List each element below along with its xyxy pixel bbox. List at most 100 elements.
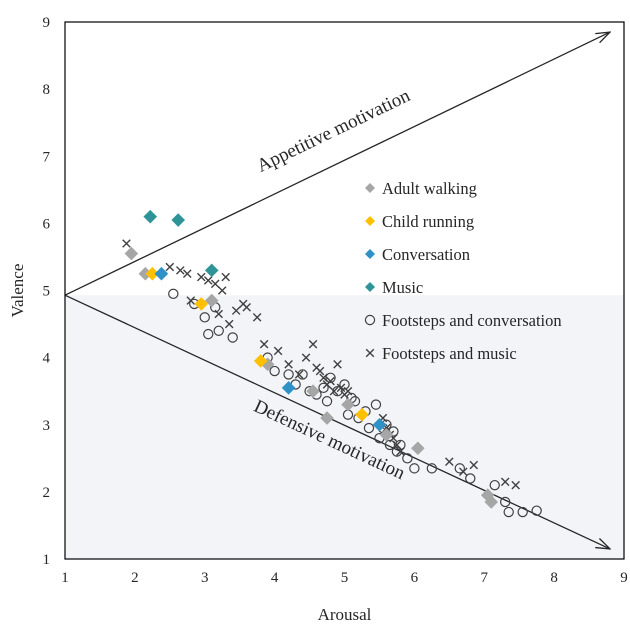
data-point [175, 266, 185, 275]
data-point [341, 397, 355, 412]
y-axis-ticks: 1 2 3 4 5 6 7 8 9 [43, 15, 51, 568]
data-point [124, 246, 139, 261]
data-point [145, 266, 160, 281]
data-point [480, 488, 495, 503]
data-point [171, 213, 185, 227]
data-point [321, 396, 333, 407]
legend-marker [365, 249, 375, 259]
x-tick-label: 3 [201, 570, 209, 586]
x-tick-label: 9 [620, 570, 628, 586]
data-point [396, 447, 405, 456]
data-point [319, 373, 328, 383]
data-point [503, 506, 514, 518]
data-point [297, 369, 308, 380]
x-tick-label: 4 [271, 570, 279, 586]
data-point [138, 266, 153, 281]
y-tick-label: 5 [43, 284, 51, 300]
series-adult-walking [124, 246, 499, 509]
data-point [411, 441, 425, 456]
data-points [122, 209, 542, 518]
x-tick-label: 8 [550, 570, 558, 586]
y-tick-label: 2 [43, 485, 51, 501]
data-point [329, 386, 339, 396]
data-point [204, 263, 219, 278]
legend-marker [364, 314, 376, 326]
data-point [372, 417, 387, 432]
arrow-defensive [64, 294, 610, 549]
legend-label: Adult walking [382, 179, 477, 198]
y-tick-label: 3 [43, 418, 51, 434]
data-point [370, 399, 382, 410]
data-point [154, 266, 169, 281]
legend-marker [365, 216, 375, 226]
data-point [284, 360, 293, 369]
data-point [500, 496, 511, 508]
legend-item: Music [365, 278, 423, 297]
data-point [273, 346, 283, 356]
data-point [217, 286, 227, 295]
arrow-appetitive [64, 32, 610, 296]
data-point [336, 383, 346, 393]
data-point [308, 339, 318, 349]
legend-label: Footsteps and music [382, 344, 517, 363]
x-axis-ticks: 1 2 3 4 5 6 7 8 9 [61, 570, 628, 586]
data-point [210, 279, 220, 289]
legend-item: Conversation [365, 245, 470, 264]
x-tick-label: 7 [481, 570, 489, 586]
legend: Adult walking Child running Conversation Mu… [364, 179, 562, 363]
data-point [326, 376, 335, 386]
legend-marker [365, 183, 375, 193]
data-point [315, 366, 325, 376]
data-point [203, 276, 213, 285]
y-tick-label: 4 [43, 351, 51, 367]
data-point [227, 332, 238, 343]
legend-marker [365, 348, 375, 358]
data-point [355, 407, 369, 422]
data-point [194, 297, 209, 311]
data-point [196, 272, 206, 282]
legend-item: Footsteps and conversation [364, 311, 562, 330]
legend-label: Music [382, 278, 423, 297]
motivation-arrows [64, 32, 610, 549]
data-point [517, 506, 528, 518]
data-point [531, 505, 542, 516]
data-point [500, 477, 510, 487]
data-point [392, 440, 402, 450]
data-point [203, 328, 214, 340]
data-point [283, 369, 294, 380]
data-point [384, 439, 396, 451]
data-point [454, 463, 465, 474]
y-axis-title: Valence [8, 264, 27, 318]
data-point [242, 302, 251, 312]
data-point [395, 439, 406, 451]
data-point [253, 354, 268, 368]
data-point [224, 319, 234, 329]
data-point [165, 262, 175, 272]
data-point [186, 296, 196, 305]
data-point [221, 272, 231, 282]
y-tick-label: 9 [43, 15, 51, 31]
x-tick-label: 2 [131, 570, 139, 586]
legend-marker [365, 282, 375, 292]
data-point [269, 365, 280, 377]
data-point [333, 360, 342, 369]
data-point [426, 463, 438, 474]
x-tick-label: 5 [341, 570, 349, 586]
data-point [379, 428, 394, 442]
data-point [260, 357, 275, 372]
data-point [320, 411, 334, 425]
data-point [306, 384, 320, 398]
data-point [294, 370, 304, 379]
y-tick-label: 1 [43, 552, 51, 568]
legend-item: Child running [365, 212, 474, 231]
data-point [204, 293, 219, 308]
data-point [465, 473, 476, 484]
plot-frame [64, 21, 625, 560]
x-axis-title: Arousal [318, 605, 372, 624]
data-point [259, 339, 269, 349]
series-child-running [145, 266, 369, 422]
data-point [213, 325, 224, 336]
data-point [182, 269, 192, 279]
data-point [339, 379, 350, 390]
